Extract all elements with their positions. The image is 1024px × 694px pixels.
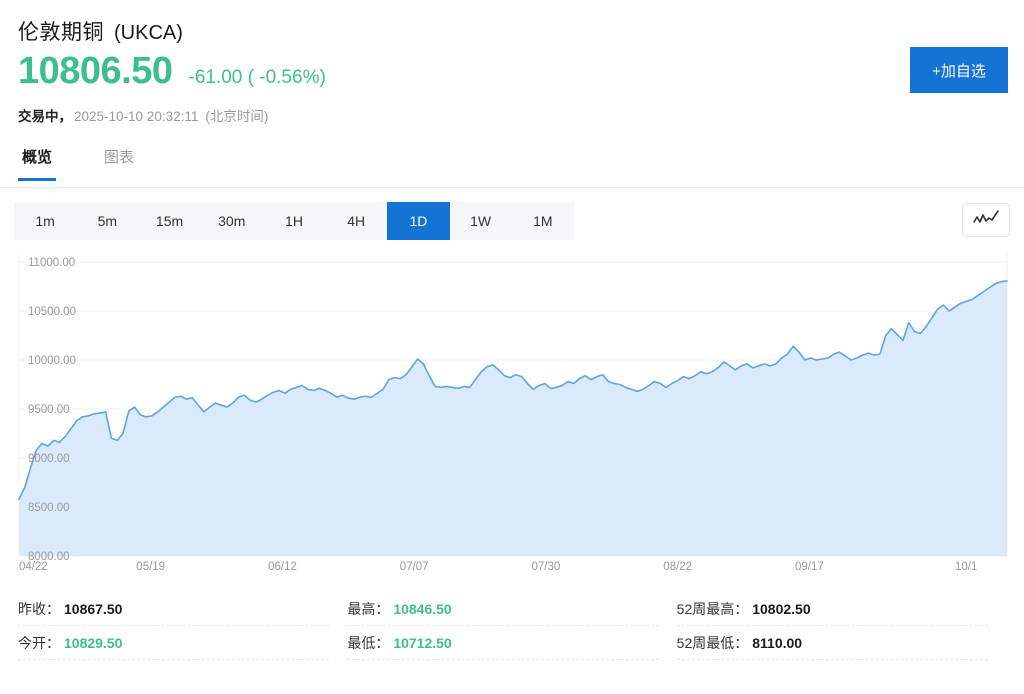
stat-row: 52周最高： 10802.50	[676, 592, 988, 626]
svg-text:10/1: 10/1	[955, 561, 977, 573]
svg-text:05/19: 05/19	[136, 561, 165, 573]
quote-header: 伦敦期铜 (UKCA) 10806.50 -61.00 ( -0.56%) 交易…	[0, 0, 1024, 138]
stat-label: 昨收：	[18, 600, 60, 617]
svg-text:09/17: 09/17	[795, 561, 824, 573]
svg-text:11000.00: 11000.00	[28, 257, 75, 269]
svg-text:04/22: 04/22	[19, 561, 48, 573]
timeframe-30m[interactable]: 30m	[201, 202, 263, 240]
price-change: -61.00 ( -0.56%)	[188, 67, 326, 88]
quote-stats: 昨收： 10867.50 今开： 10829.50 最高： 10846.50 最…	[0, 592, 1024, 694]
timeframe-1m[interactable]: 1m	[14, 202, 76, 240]
market-status-line: 交易中， 2025-10-10 20:32:11 (北京时间)	[18, 105, 268, 125]
timeframe-selector: 1m 5m 15m 30m 1H 4H 1D 1W 1M	[14, 202, 574, 240]
svg-text:8500.00: 8500.00	[28, 502, 70, 514]
stat-value: 8110.00	[752, 634, 803, 651]
instrument-name: 伦敦期铜	[18, 21, 104, 44]
timezone-note: (北京时间)	[205, 109, 269, 124]
stat-value: 10846.50	[393, 600, 452, 617]
svg-text:9000.00: 9000.00	[28, 453, 70, 465]
chart-type-toggle-button[interactable]	[962, 203, 1010, 237]
stat-row: 今开： 10829.50	[18, 626, 330, 660]
tab-overview[interactable]: 概览	[18, 146, 57, 181]
stat-row: 最低： 10712.50	[347, 626, 659, 660]
timeframe-15m[interactable]: 15m	[138, 202, 200, 240]
line-chart-icon	[973, 209, 999, 231]
timeframe-5m[interactable]: 5m	[76, 202, 138, 240]
tab-bar: 概览 图表	[0, 146, 1024, 188]
stat-row: 最高： 10846.50	[347, 592, 659, 626]
stats-column-1: 昨收： 10867.50 今开： 10829.50	[18, 592, 347, 694]
svg-text:10500.00: 10500.00	[28, 306, 76, 318]
stat-value: 10867.50	[64, 600, 123, 617]
stat-value: 10802.50	[752, 600, 811, 617]
stat-value: 10712.50	[393, 634, 452, 651]
timeframe-1h[interactable]: 1H	[263, 202, 325, 240]
stats-column-3: 52周最高： 10802.50 52周最低： 8110.00	[676, 592, 1006, 694]
stat-label: 52周最高：	[676, 600, 749, 617]
price-chart-svg: 8000.00 8500.00 9000.00 9500.00 10000.00 1050…	[18, 254, 1008, 573]
svg-text:07/30: 07/30	[532, 561, 561, 573]
add-to-watchlist-button[interactable]: +加自选	[910, 47, 1008, 93]
instrument-title: 伦敦期铜 (UKCA)	[18, 16, 183, 46]
svg-text:9500.00: 9500.00	[28, 404, 70, 416]
stat-label: 今开：	[18, 634, 60, 651]
current-price: 10806.50	[18, 50, 173, 92]
svg-text:10000.00: 10000.00	[28, 355, 76, 367]
timeframe-1w[interactable]: 1W	[450, 202, 512, 240]
timeframe-1m-month[interactable]: 1M	[512, 202, 574, 240]
price-chart[interactable]: 8000.00 8500.00 9000.00 9500.00 10000.00 1050…	[14, 250, 1010, 584]
market-status: 交易中，	[18, 109, 72, 124]
quote-timestamp: 2025-10-10 20:32:11	[74, 109, 199, 124]
svg-text:06/12: 06/12	[268, 561, 297, 573]
svg-text:07/07: 07/07	[400, 561, 429, 573]
instrument-code: (UKCA)	[114, 22, 183, 44]
svg-text:8000.00: 8000.00	[28, 551, 70, 563]
price-block: 10806.50 -61.00 ( -0.56%)	[18, 52, 326, 90]
svg-text:08/22: 08/22	[663, 561, 692, 573]
stats-column-2: 最高： 10846.50 最低： 10712.50	[347, 592, 676, 694]
stat-label: 52周最低：	[676, 634, 749, 651]
stat-row: 52周最低： 8110.00	[676, 626, 988, 660]
stat-label: 最低：	[347, 634, 390, 651]
stat-row: 昨收： 10867.50	[18, 592, 330, 626]
tab-charts[interactable]: 图表	[104, 149, 135, 166]
stat-value: 10829.50	[64, 634, 123, 651]
timeframe-1d[interactable]: 1D	[387, 202, 450, 240]
timeframe-4h[interactable]: 4H	[325, 202, 387, 240]
stat-label: 最高：	[347, 600, 390, 617]
